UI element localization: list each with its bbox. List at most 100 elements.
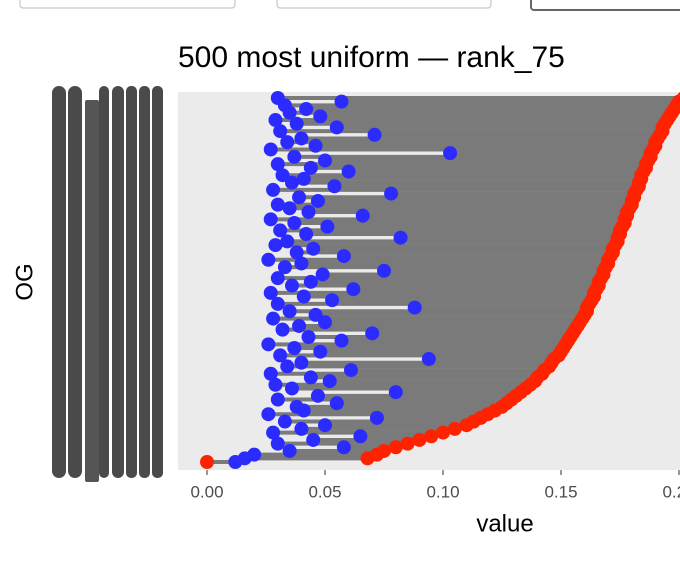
point [266,182,281,197]
point [287,216,302,231]
point [447,421,462,436]
point [273,124,288,139]
point [292,318,307,333]
point [313,344,328,359]
point [301,329,316,344]
point [270,296,285,311]
point [334,333,349,348]
point [270,392,285,407]
point [296,171,311,186]
point [365,326,380,341]
point [263,142,278,157]
point [266,425,281,440]
point [377,443,392,458]
point [327,179,342,194]
point [289,116,304,131]
point [270,271,285,286]
point [268,377,283,392]
point [306,432,321,447]
point [325,293,340,308]
row-annotation [52,86,163,482]
point [310,388,325,403]
point [270,91,285,105]
point [200,455,215,469]
point [282,443,297,458]
point [277,260,292,275]
x-tick-label: 0.00 [190,482,223,501]
point [369,410,384,425]
point [270,436,285,451]
point [443,146,458,161]
point [273,348,288,363]
point [277,414,292,429]
point [294,355,309,370]
point [280,359,295,374]
point [280,234,295,249]
point [275,322,290,337]
button[interactable] [19,0,236,9]
point [393,230,408,245]
point [263,285,278,300]
y-axis-label: OG [11,263,38,300]
point [676,92,680,104]
point [303,274,318,289]
point [318,418,333,433]
point [270,157,285,172]
point [284,381,299,396]
point [412,432,427,447]
button[interactable] [530,0,680,11]
point [329,396,344,411]
point [407,300,422,315]
point [308,307,323,322]
point [318,315,333,330]
point [400,436,415,451]
point [263,366,278,381]
point [306,241,321,256]
button[interactable] [276,0,492,9]
point [388,385,403,400]
point [280,135,295,150]
point [384,186,399,201]
point [270,197,285,212]
point [318,153,333,168]
x-tick-label: 0.05 [308,482,341,501]
point [313,109,328,124]
point [289,245,304,260]
point [289,399,304,414]
point [329,120,344,135]
point [301,204,316,219]
point [303,370,318,385]
point [261,337,276,352]
point [296,289,311,304]
point [299,227,314,242]
point [282,304,297,319]
point [377,263,392,278]
x-tick-label: 0.15 [544,482,577,501]
x-axis-label: value [476,510,533,537]
point [320,219,335,234]
point [322,374,337,389]
point [282,201,297,216]
point [284,278,299,293]
point [421,352,436,367]
point [268,238,283,253]
point [266,311,281,326]
point [287,149,302,164]
point [308,138,323,153]
point [247,447,262,462]
point [343,363,358,378]
point [292,190,307,205]
x-tick-label: 0.20 [662,482,680,501]
point [268,113,283,128]
point [263,212,278,227]
point [436,425,451,440]
point [299,102,314,117]
point [355,208,370,223]
point [315,267,330,282]
point [346,282,361,297]
point [334,94,349,109]
point [294,421,309,436]
point [287,341,302,356]
chart-title: 500 most uniform — rank_75 [178,41,565,74]
